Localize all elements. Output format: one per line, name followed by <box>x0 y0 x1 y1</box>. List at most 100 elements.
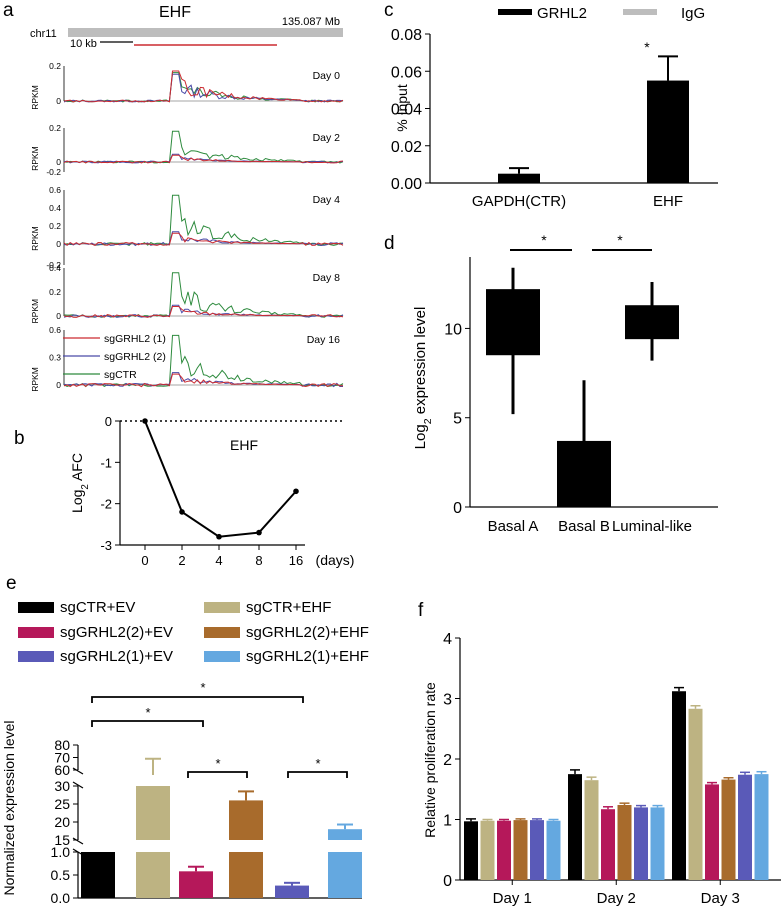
b-ytick-label-0: 0 <box>105 414 112 429</box>
f-ytick-label-0: 0 <box>443 873 452 890</box>
e-ytick-label-3: 30 <box>54 778 70 794</box>
track-tick-2-2: 0.2 <box>49 221 61 231</box>
e-legend-swatch-2 <box>18 627 54 638</box>
e-bar-2 <box>179 871 213 898</box>
b-ytick-label-1: -1 <box>100 455 112 470</box>
d-ytick-label-2: 0 <box>453 500 462 517</box>
e-ytick-label-1: 70 <box>54 750 70 766</box>
e-legend-label-2: sgGRHL2(2)+EV <box>60 624 173 641</box>
d-star-1: * <box>617 232 623 248</box>
b-xlabel: (days) <box>316 552 355 568</box>
track-tick-2-4: -0.2 <box>46 260 61 270</box>
d-xtick-label-1: Basal B <box>558 518 610 535</box>
track-tick-1-1: 0 <box>56 157 61 167</box>
e-ylabel: Normalized expression level <box>1 720 17 895</box>
track-tick-3-2: 0 <box>56 311 61 321</box>
track-day-label-3: Day 8 <box>313 272 341 284</box>
track-3-series-2 <box>63 306 344 318</box>
d-ytick-label-1: 5 <box>453 411 462 428</box>
b-title: EHF <box>230 437 258 453</box>
f-bar-0-2 <box>497 820 511 880</box>
f-bar-1-3 <box>617 804 632 880</box>
f-bar-1-5 <box>650 807 665 880</box>
e-star-2: * <box>215 756 220 771</box>
track-tick-2-3: 0 <box>56 239 61 249</box>
e-legend-swatch-5 <box>204 651 240 662</box>
e-ytick-label-5: 20 <box>54 814 70 830</box>
e-break-1a <box>72 837 84 845</box>
f-bar-1-0 <box>568 774 582 880</box>
b-xtick-label-3: 8 <box>255 553 262 568</box>
e-legend-swatch-3 <box>204 627 240 638</box>
b-ylabel: Log2 AFC <box>69 453 91 513</box>
b-point-4 <box>293 488 299 495</box>
e-ytick-label-2: 60 <box>54 762 70 778</box>
b-series-line <box>144 420 297 538</box>
f-bar-0-3 <box>513 820 528 880</box>
c-xtick-label-0: GAPDH(CTR) <box>472 193 566 210</box>
track-tick-2-0: 0.6 <box>49 185 61 195</box>
e-star-1: * <box>145 705 150 720</box>
e-star-3: * <box>315 756 320 771</box>
f-bar-2-5 <box>754 774 769 880</box>
f-bar-1-2 <box>601 809 615 880</box>
f-xtick-label-2: Day 3 <box>701 890 740 907</box>
f-bar-0-4 <box>530 820 544 880</box>
e-legend-swatch-4 <box>18 651 54 662</box>
e-sig-bracket-0 <box>91 696 304 703</box>
e-ytick-label-4: 25 <box>54 796 70 812</box>
panel-letter-f: f <box>418 600 424 621</box>
track-tick-0-0: 0.2 <box>49 61 61 71</box>
c-xtick-label-1: EHF <box>653 193 683 210</box>
f-bar-2-0 <box>672 691 686 880</box>
e-legend-swatch-1 <box>204 602 240 613</box>
f-bar-2-3 <box>721 779 736 880</box>
panel-a-chrom-label: chr11 <box>30 28 57 40</box>
e-bar-5-low <box>328 852 362 898</box>
f-ytick-label-3: 3 <box>443 692 452 709</box>
e-bar-4 <box>275 885 309 898</box>
track-day-label-4: Day 16 <box>307 334 340 346</box>
f-xtick-label-1: Day 2 <box>597 890 636 907</box>
track-tick-4-1: 0.3 <box>49 353 61 363</box>
e-legend-label-4: sgGRHL2(1)+EV <box>60 648 173 665</box>
track-ylabel-0: RPKM <box>30 85 40 110</box>
f-bar-0-1 <box>480 820 495 880</box>
e-sig-bracket-2 <box>187 771 248 778</box>
f-bar-1-4 <box>634 807 648 880</box>
c-ytick-label-1: 0.06 <box>391 64 422 81</box>
b-ytick-label-2: -2 <box>100 497 112 512</box>
chart-c: 0.08 0.06 0.04 0.02 0.00 % Input GAPDH(CTR) EHF… <box>391 5 718 210</box>
f-bar-2-4 <box>738 774 752 880</box>
c-ytick-label-4: 0.00 <box>391 176 422 193</box>
b-ytick-label-3: -3 <box>100 538 112 553</box>
legend-label-sggrhl2-2: sgGRHL2 (2) <box>104 351 166 363</box>
d-ytick-label-0: 10 <box>444 321 462 338</box>
c-star: * <box>644 39 650 55</box>
c-ytick-label-0: 0.08 <box>391 27 422 44</box>
f-bar-2-1 <box>688 708 703 880</box>
legend-label-sggrhl2-1: sgGRHL2 (1) <box>104 333 166 345</box>
c-ylabel: % Input <box>394 84 410 132</box>
d-box-0 <box>486 289 540 356</box>
legend-label-sgctr: sgCTR <box>104 369 137 381</box>
f-bar-1-1 <box>584 780 599 880</box>
track-day-label-1: Day 2 <box>313 132 341 144</box>
track-tick-1-2: -0.2 <box>46 167 61 177</box>
track-tick-0-1: 0 <box>56 96 61 106</box>
panel-letter-a: a <box>3 0 14 21</box>
track-tick-4-2: 0 <box>56 380 61 390</box>
b-point-2 <box>216 533 222 540</box>
e-bar-1-mid <box>136 786 170 840</box>
c-legend-label-grhl2: GRHL2 <box>537 5 587 22</box>
b-xtick-label-4: 16 <box>289 553 303 568</box>
e-ytick-label-7: 1.0 <box>51 844 71 860</box>
e-sig-bracket-3 <box>287 771 348 778</box>
track-4-series-2 <box>63 373 344 388</box>
c-legend-label-igg: IgG <box>681 5 705 22</box>
f-bar-0-0 <box>464 821 478 880</box>
b-point-3 <box>256 529 262 536</box>
panel-a-scale-label: 10 kb <box>70 38 97 50</box>
